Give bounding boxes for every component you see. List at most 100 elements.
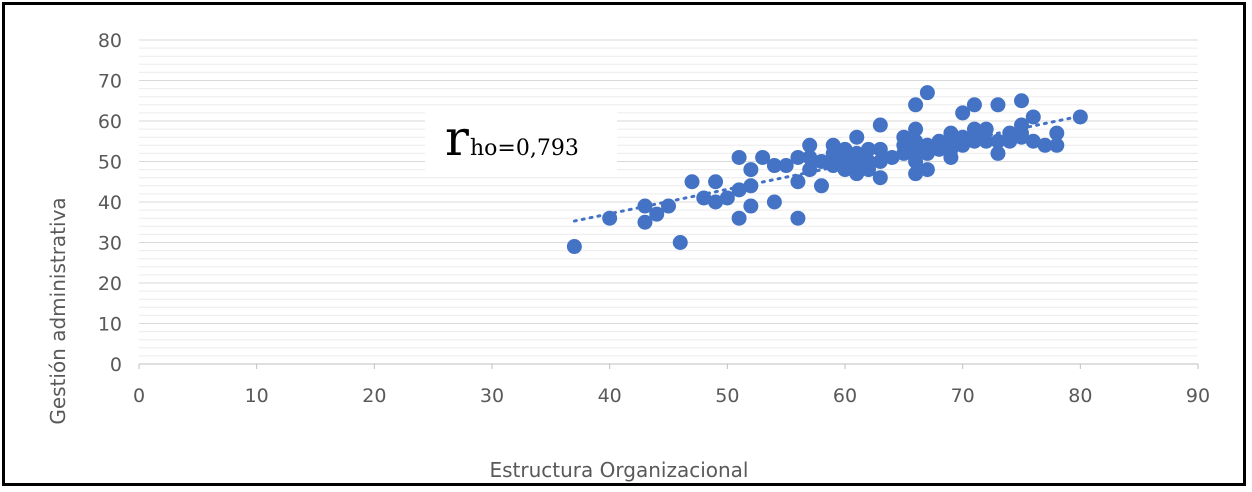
data-point xyxy=(990,145,1006,161)
data-point xyxy=(825,158,841,174)
data-point xyxy=(1025,133,1041,149)
data-point xyxy=(696,190,712,206)
data-point xyxy=(955,105,971,121)
data-point xyxy=(849,166,865,182)
data-point xyxy=(743,162,759,178)
data-point xyxy=(1049,125,1065,141)
data-point xyxy=(755,149,771,165)
data-point xyxy=(813,178,829,194)
data-point xyxy=(872,141,888,157)
data-point xyxy=(649,206,665,222)
data-point xyxy=(908,121,924,137)
data-point xyxy=(931,141,947,157)
data-point xyxy=(837,149,853,165)
correlation-symbol: r xyxy=(445,109,469,167)
data-point xyxy=(1014,93,1029,109)
data-points xyxy=(566,85,1088,255)
data-point xyxy=(908,166,924,182)
data-point xyxy=(602,210,618,226)
data-point xyxy=(919,145,935,161)
data-point xyxy=(1025,109,1041,125)
y-tick-label: 10 xyxy=(98,314,122,336)
y-tick-label: 20 xyxy=(98,273,122,295)
data-point xyxy=(978,133,994,149)
data-point xyxy=(884,149,900,165)
data-point xyxy=(766,194,782,210)
y-tick-label: 80 xyxy=(98,30,122,52)
data-point xyxy=(896,145,912,161)
data-point xyxy=(766,158,782,174)
x-tick-labels: 0 10 20 30 40 50 60 70 80 90 xyxy=(133,385,1210,407)
x-tick-label: 40 xyxy=(598,385,622,407)
data-point xyxy=(661,198,676,214)
data-point xyxy=(1049,137,1065,153)
data-point xyxy=(566,239,582,255)
data-point xyxy=(708,194,724,210)
y-tick-label: 0 xyxy=(110,354,122,376)
data-point xyxy=(872,154,888,169)
data-point xyxy=(790,174,806,190)
data-point xyxy=(849,129,865,145)
data-point xyxy=(731,149,747,165)
x-tick-label: 30 xyxy=(480,385,504,407)
data-point xyxy=(908,154,924,169)
y-tick-label: 60 xyxy=(98,111,122,133)
data-point xyxy=(731,210,747,226)
x-tick-label: 80 xyxy=(1068,385,1092,407)
data-point xyxy=(802,162,818,178)
data-point xyxy=(966,97,982,113)
data-point xyxy=(731,182,747,198)
data-point xyxy=(802,137,818,153)
x-axis-title: Estructura Organizacional xyxy=(490,458,749,482)
data-point xyxy=(1014,129,1029,145)
x-tick-label: 60 xyxy=(833,385,857,407)
data-point xyxy=(908,97,924,113)
y-tick-label: 70 xyxy=(98,71,122,93)
correlation-annotation-box xyxy=(425,107,617,177)
data-point xyxy=(955,137,971,153)
data-point xyxy=(672,235,688,250)
data-point xyxy=(919,85,935,101)
data-point xyxy=(908,141,924,157)
x-tick-label: 10 xyxy=(245,385,269,407)
data-point xyxy=(861,141,877,157)
data-point xyxy=(861,162,877,178)
data-point xyxy=(990,97,1006,113)
data-point xyxy=(708,174,724,190)
data-point xyxy=(872,170,888,186)
data-point xyxy=(1002,133,1018,149)
data-point xyxy=(743,178,759,194)
data-point xyxy=(943,149,959,165)
y-axis-title: Gestión administrativa xyxy=(46,197,70,424)
x-tick-label: 0 xyxy=(133,385,145,407)
data-point xyxy=(778,158,794,174)
y-tick-label: 40 xyxy=(98,192,122,214)
data-point xyxy=(966,133,982,149)
data-point xyxy=(919,162,935,178)
data-point xyxy=(802,149,818,165)
data-point xyxy=(790,210,806,226)
data-point xyxy=(719,190,735,206)
data-point xyxy=(990,133,1006,149)
data-point xyxy=(1072,109,1088,125)
data-point xyxy=(813,154,829,169)
y-tick-labels: 0 10 20 30 40 50 60 70 80 xyxy=(98,30,122,376)
x-tick-label: 70 xyxy=(951,385,975,407)
data-point xyxy=(743,198,759,214)
data-point xyxy=(849,145,865,161)
data-point xyxy=(637,214,653,230)
chart-frame: 0 10 20 30 40 50 60 70 80 0 10 20 30 40 50 60 70 80 90 r … xyxy=(2,2,1246,486)
data-point xyxy=(825,145,841,161)
data-point xyxy=(684,174,700,190)
correlation-value: ho=0,793 xyxy=(470,136,579,161)
data-point xyxy=(978,121,994,137)
x-tick-label: 90 xyxy=(1186,385,1210,407)
y-tick-label: 50 xyxy=(98,152,122,174)
data-point xyxy=(837,162,853,178)
x-tick-label: 20 xyxy=(362,385,386,407)
data-point xyxy=(637,198,653,214)
data-point xyxy=(790,149,806,165)
y-tick-label: 30 xyxy=(98,233,122,255)
x-tick-label: 50 xyxy=(715,385,739,407)
